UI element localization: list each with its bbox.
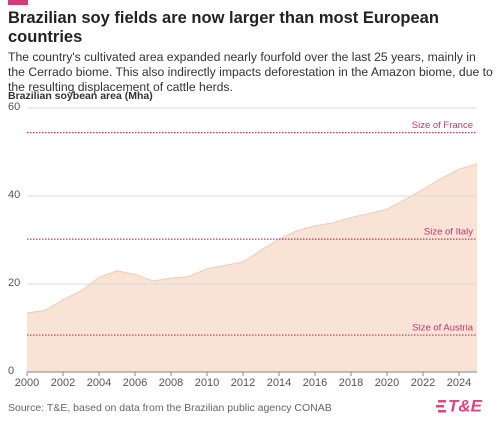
y-tick-label: 40 bbox=[8, 189, 20, 201]
logo: T&E bbox=[448, 396, 483, 415]
header: Brazilian soy fields are now larger than… bbox=[8, 0, 496, 95]
area-line bbox=[26, 163, 478, 314]
x-tick-label: 2018 bbox=[339, 377, 363, 389]
x-tick-label: 2020 bbox=[375, 377, 399, 389]
y-tick-label: 60 bbox=[8, 101, 20, 113]
source: Source: T&E, based on data from the Braz… bbox=[8, 402, 332, 414]
x-tick-label: 2016 bbox=[303, 377, 327, 389]
x-tick-label: 2012 bbox=[231, 377, 255, 389]
logo-stripes bbox=[436, 400, 446, 413]
area bbox=[27, 163, 477, 372]
reference-label: Size of France bbox=[412, 120, 473, 131]
y-axis-label: Brazilian soybean area (Mha) bbox=[8, 90, 153, 102]
x-tick-label: 2004 bbox=[87, 377, 111, 389]
reference-label: Size of Austria bbox=[412, 323, 473, 334]
x-tick-label: 2006 bbox=[123, 377, 147, 389]
x-tick-label: 2000 bbox=[15, 377, 39, 389]
chart-title: Brazilian soy fields are now larger than… bbox=[8, 9, 439, 46]
reference-label: Size of Italy bbox=[424, 227, 473, 238]
x-tick-label: 2008 bbox=[159, 377, 183, 389]
x-tick-label: 2024 bbox=[447, 377, 471, 389]
x-tick-label: 2022 bbox=[411, 377, 435, 389]
x-tick-label: 2002 bbox=[51, 377, 75, 389]
x-tick-label: 2010 bbox=[195, 377, 219, 389]
y-tick-label: 20 bbox=[8, 277, 20, 289]
x-tick-label: 2014 bbox=[267, 377, 291, 389]
chart-subtitle: The country's cultivated area expanded n… bbox=[8, 50, 493, 94]
tag bbox=[8, 0, 28, 5]
y-tick-label: 0 bbox=[8, 365, 14, 377]
